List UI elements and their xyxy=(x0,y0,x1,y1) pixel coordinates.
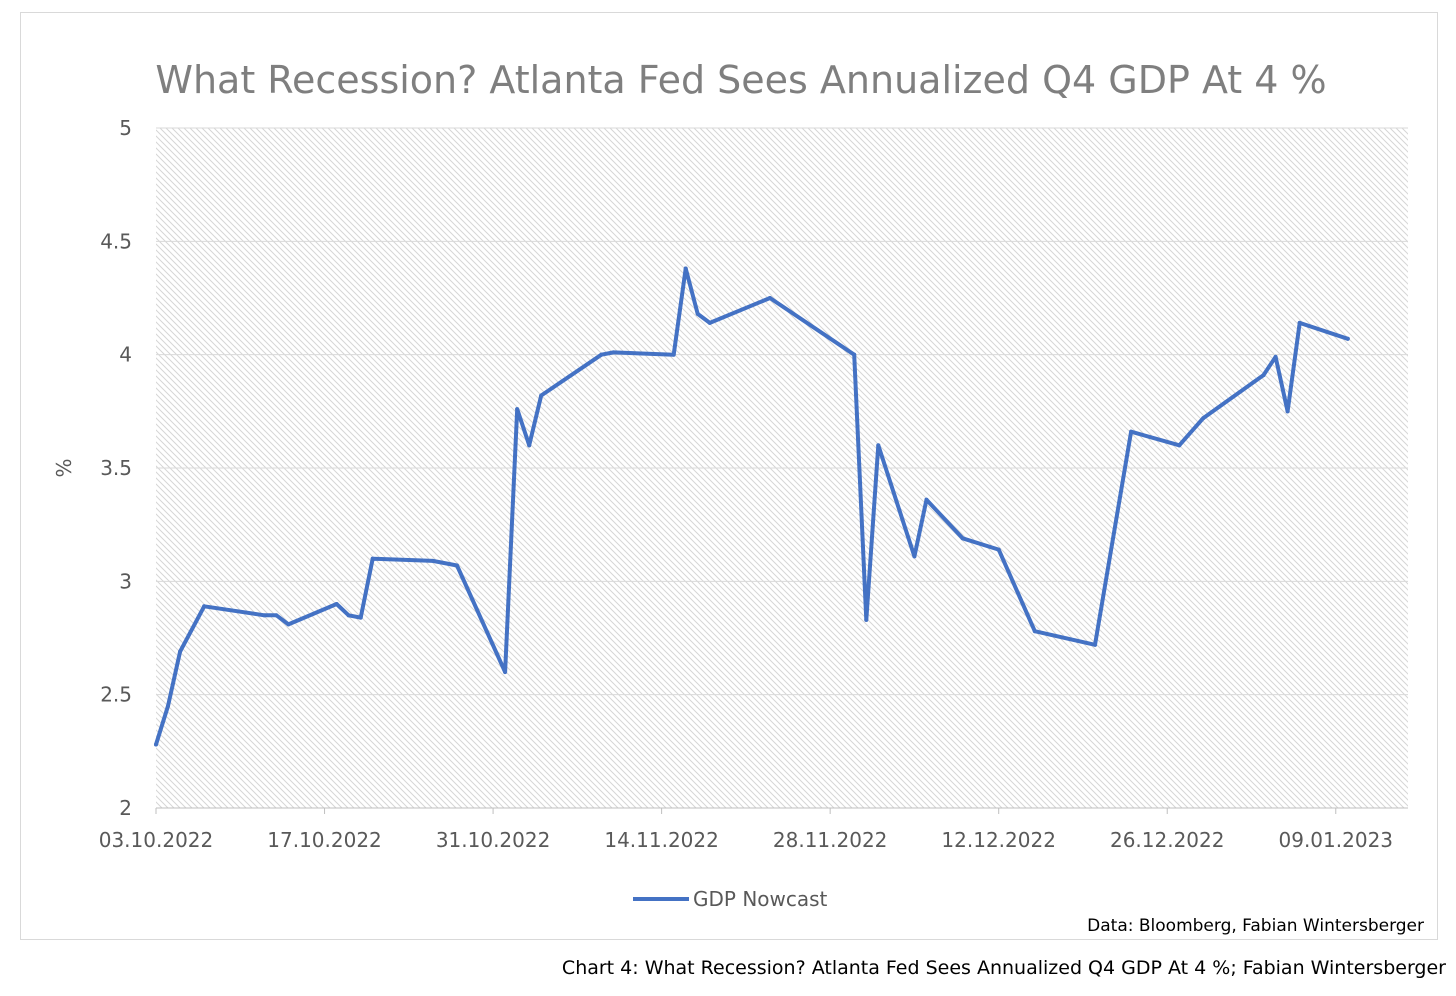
x-tick-label: 14.11.2022 xyxy=(604,828,719,852)
y-tick-label: 4.5 xyxy=(100,229,132,253)
data-point xyxy=(1093,642,1097,647)
chart-title: What Recession? Atlanta Fed Sees Annuali… xyxy=(155,58,1326,102)
line-chart: What Recession? Atlanta Fed Sees Annuali… xyxy=(52,58,1424,936)
data-point xyxy=(454,563,459,568)
data-point xyxy=(1032,629,1037,634)
data-point xyxy=(599,352,604,357)
legend: GDP Nowcast xyxy=(633,887,828,911)
y-tick-label: 3.5 xyxy=(100,456,132,480)
data-point xyxy=(346,613,351,618)
data-point xyxy=(1285,409,1290,414)
data-point xyxy=(262,613,267,618)
data-point xyxy=(286,622,291,627)
x-tick-label: 12.12.2022 xyxy=(941,828,1056,852)
data-point xyxy=(707,320,712,325)
data-point xyxy=(611,350,616,355)
source-note: Data: Bloomberg, Fabian Wintersberger xyxy=(1087,916,1424,936)
data-point xyxy=(767,296,772,300)
x-tick-label: 31.10.2022 xyxy=(436,828,551,852)
series-layer xyxy=(154,266,1350,747)
x-tick-label: 28.11.2022 xyxy=(773,828,888,852)
data-point xyxy=(1177,443,1182,448)
data-point xyxy=(334,602,339,606)
x-tick-label: 09.01.2023 xyxy=(1279,828,1394,852)
x-tick-label: 26.12.2022 xyxy=(1110,828,1225,852)
data-point xyxy=(912,554,917,559)
data-point xyxy=(1345,336,1350,341)
data-point xyxy=(671,352,676,357)
x-tick-label: 03.10.2022 xyxy=(99,828,214,852)
y-axis-label: % xyxy=(52,458,76,477)
x-tick-label: 17.10.2022 xyxy=(267,828,382,852)
data-point xyxy=(1273,354,1278,359)
data-point xyxy=(852,352,857,357)
data-point xyxy=(1297,320,1302,325)
data-point xyxy=(1261,373,1266,378)
chart-frame: What Recession? Atlanta Fed Sees Annuali… xyxy=(20,12,1438,940)
data-point xyxy=(370,556,375,561)
legend-label: GDP Nowcast xyxy=(693,887,828,911)
data-point xyxy=(527,443,532,448)
data-point xyxy=(864,617,869,622)
figure-caption: Chart 4: What Recession? Atlanta Fed See… xyxy=(561,957,1446,979)
data-point xyxy=(430,558,435,563)
y-tick-label: 5 xyxy=(119,116,132,140)
data-point xyxy=(539,393,544,398)
y-tick-label: 2.5 xyxy=(100,683,132,707)
data-point xyxy=(695,311,700,316)
data-point xyxy=(503,670,508,674)
data-point xyxy=(202,604,207,609)
y-tick-label: 2 xyxy=(119,796,132,820)
data-point xyxy=(960,536,965,541)
data-point xyxy=(924,497,929,502)
data-point xyxy=(274,613,279,618)
data-point xyxy=(515,407,520,412)
data-point xyxy=(1129,429,1134,434)
data-point xyxy=(683,266,688,271)
data-point xyxy=(154,742,158,747)
data-point xyxy=(876,443,881,448)
y-tick-label: 4 xyxy=(119,343,132,367)
y-tick-label: 3 xyxy=(119,569,132,593)
data-point xyxy=(358,615,363,620)
axes: 2 2.5 3 3.5 4 4.5 5 03.10.2022 17.10.2022 31.10.2… xyxy=(99,116,1408,852)
data-point xyxy=(996,547,1001,552)
data-point xyxy=(178,649,183,654)
data-point xyxy=(1201,416,1206,421)
data-point xyxy=(166,704,171,708)
